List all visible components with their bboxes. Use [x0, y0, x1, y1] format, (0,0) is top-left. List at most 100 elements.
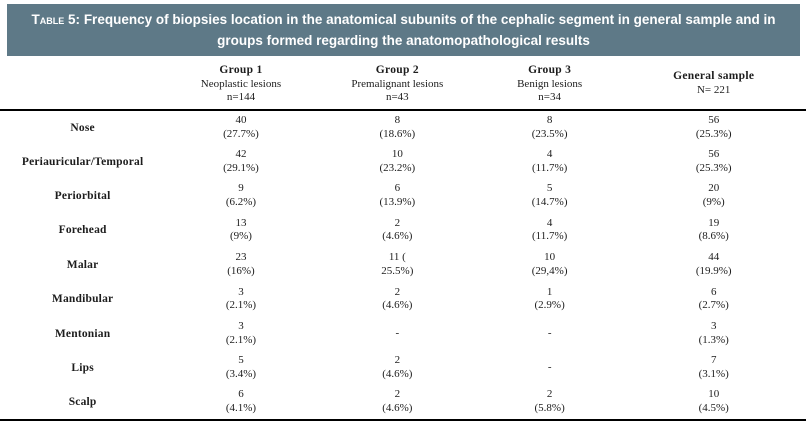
cell-count: 6: [238, 388, 244, 401]
cell-count: 40: [235, 114, 247, 127]
cell-count: -: [395, 326, 400, 339]
data-cell: 2 (4.6%): [317, 282, 478, 316]
table-row-mandibular: Mandibular 3 (2.1%) 2 (4.6%) 1 (2.9%) 6 (2.7…: [0, 282, 806, 316]
cell-count: 3: [238, 285, 244, 298]
data-cell: 1 (2.9%): [478, 282, 621, 316]
frequency-table: Group 1 Neoplastic lesions n=144 Group 2…: [0, 58, 806, 421]
cell-count: 2: [394, 216, 401, 229]
data-cell: 56 (25.3%): [621, 110, 806, 144]
data-cell: 19 (8.6%): [621, 213, 806, 247]
cell-percent: (4.6%): [382, 299, 413, 312]
data-cell: 10 (23.2%): [317, 144, 478, 178]
cell-count: -: [547, 361, 552, 374]
row-label: Mandibular: [51, 293, 114, 306]
cell-count: 13: [235, 216, 247, 229]
cell-percent: (13.9%): [379, 195, 416, 208]
table-number: Table 5:: [31, 12, 81, 27]
row-label: Mentonian: [54, 327, 111, 340]
table-title-banner: Table 5: Frequency of biopsies location …: [7, 4, 800, 56]
data-cell: 6 (2.7%): [621, 282, 806, 316]
cell-percent: (2.1%): [225, 333, 257, 346]
row-label: Malar: [66, 258, 99, 271]
cell-count: 4: [546, 216, 553, 229]
cell-percent: (11.7%): [531, 230, 568, 243]
cell-count: 5: [238, 354, 244, 367]
cell-percent: (4.5%): [698, 401, 729, 414]
cell-percent: (9%): [229, 230, 252, 243]
column-title: Group 2: [375, 63, 419, 76]
data-cell: 20 (9%): [621, 179, 806, 213]
cell-percent: (1.3%): [698, 333, 729, 346]
cell-count: 10: [391, 148, 403, 161]
cell-percent: (29,4%): [531, 264, 568, 277]
cell-count: 6: [394, 182, 401, 195]
cell-percent: (4.1%): [225, 401, 257, 414]
row-label: Nose: [70, 121, 95, 134]
cell-percent: (2.1%): [225, 299, 257, 312]
data-cell: 23 (16%): [165, 248, 317, 282]
table-row-nose: Nose 40 (27.7%) 8 (18.6%) 8 (23.5%) 56 (25.3…: [0, 110, 806, 144]
data-cell: 6 (4.1%): [165, 385, 317, 419]
table-row-malar: Malar 23 (16%) 11 (25.5%) 10 (29,4%) 44 (19…: [0, 248, 806, 282]
cell-percent: (23.5%): [531, 127, 568, 140]
cell-percent: (4.6%): [382, 230, 413, 243]
column-title: Group 1: [219, 63, 263, 76]
table-title: Table 5: Frequency of biopsies location …: [32, 9, 776, 51]
cell-count: 8: [394, 114, 401, 127]
column-n: n=144: [226, 91, 256, 103]
data-cell: 56 (25.3%): [621, 144, 806, 178]
data-cell: 3 (2.1%): [165, 282, 317, 316]
data-cell: 42 (29.1%): [165, 144, 317, 178]
row-label: Forehead: [58, 224, 107, 237]
cell-count: 2: [394, 285, 401, 298]
cell-percent: (29.1%): [223, 161, 259, 174]
data-cell: -: [478, 351, 621, 385]
column-header-general-sample: General sample N= 221: [621, 58, 806, 111]
row-label: Periauricular/Temporal: [21, 155, 144, 168]
column-n: N= 221: [696, 84, 731, 97]
cell-percent: (2.7%): [698, 299, 729, 312]
corner-cell: [0, 58, 166, 111]
cell-count: 3: [238, 320, 244, 333]
data-cell: 2 (4.6%): [317, 213, 478, 247]
data-cell: 13 (9%): [165, 213, 317, 247]
cell-count: -: [547, 326, 552, 339]
column-subtitle: Neoplastic lesions: [200, 77, 282, 90]
cell-count: 56: [708, 114, 720, 127]
cell-count: 42: [235, 148, 247, 161]
column-header-group3: Group 3 Benign lesions n=34: [477, 58, 622, 111]
table-row-mentonian: Mentonian 3 (2.1%) - - 3 (1.3%): [0, 316, 806, 350]
data-cell: 44 (19.9%): [621, 248, 806, 282]
cell-percent: (27.7%): [223, 127, 259, 140]
data-cell: 2 (4.6%): [317, 385, 478, 419]
data-cell: 9 (6.2%): [165, 179, 317, 213]
column-n: n=43: [385, 91, 409, 103]
column-n: n=34: [538, 91, 561, 103]
cell-percent: (23.2%): [379, 161, 416, 174]
cell-count: 19: [708, 216, 720, 229]
cell-percent: (4.6%): [382, 367, 413, 380]
data-cell: -: [478, 316, 621, 350]
cell-percent: (18.6%): [379, 127, 416, 140]
cell-count: 9: [238, 182, 244, 195]
cell-percent: (25.3%): [695, 127, 732, 140]
cell-percent: (19.9%): [695, 264, 732, 277]
cell-percent: (25.3%): [695, 161, 732, 174]
data-cell: -: [317, 316, 478, 350]
column-subtitle: Benign lesions: [517, 77, 583, 90]
row-label: Lips: [71, 361, 94, 374]
data-cell: 8 (23.5%): [478, 110, 621, 144]
cell-percent: (11.7%): [531, 161, 568, 174]
table-row-periorbital: Periorbital 9 (6.2%) 6 (13.9%) 5 (14.7%) 20…: [0, 179, 806, 213]
row-label: Periorbital: [54, 189, 111, 202]
cell-count: 2: [394, 388, 401, 401]
data-cell: 4 (11.7%): [478, 213, 621, 247]
cell-count: 10: [544, 251, 556, 264]
data-cell: 4 (11.7%): [478, 144, 621, 178]
cell-count: 20: [708, 182, 720, 195]
cell-count: 8: [546, 114, 553, 127]
data-cell: 10 (29,4%): [478, 248, 621, 282]
cell-percent: (5.8%): [534, 401, 565, 414]
cell-count: 5: [546, 182, 553, 195]
column-title: General sample: [673, 70, 755, 83]
